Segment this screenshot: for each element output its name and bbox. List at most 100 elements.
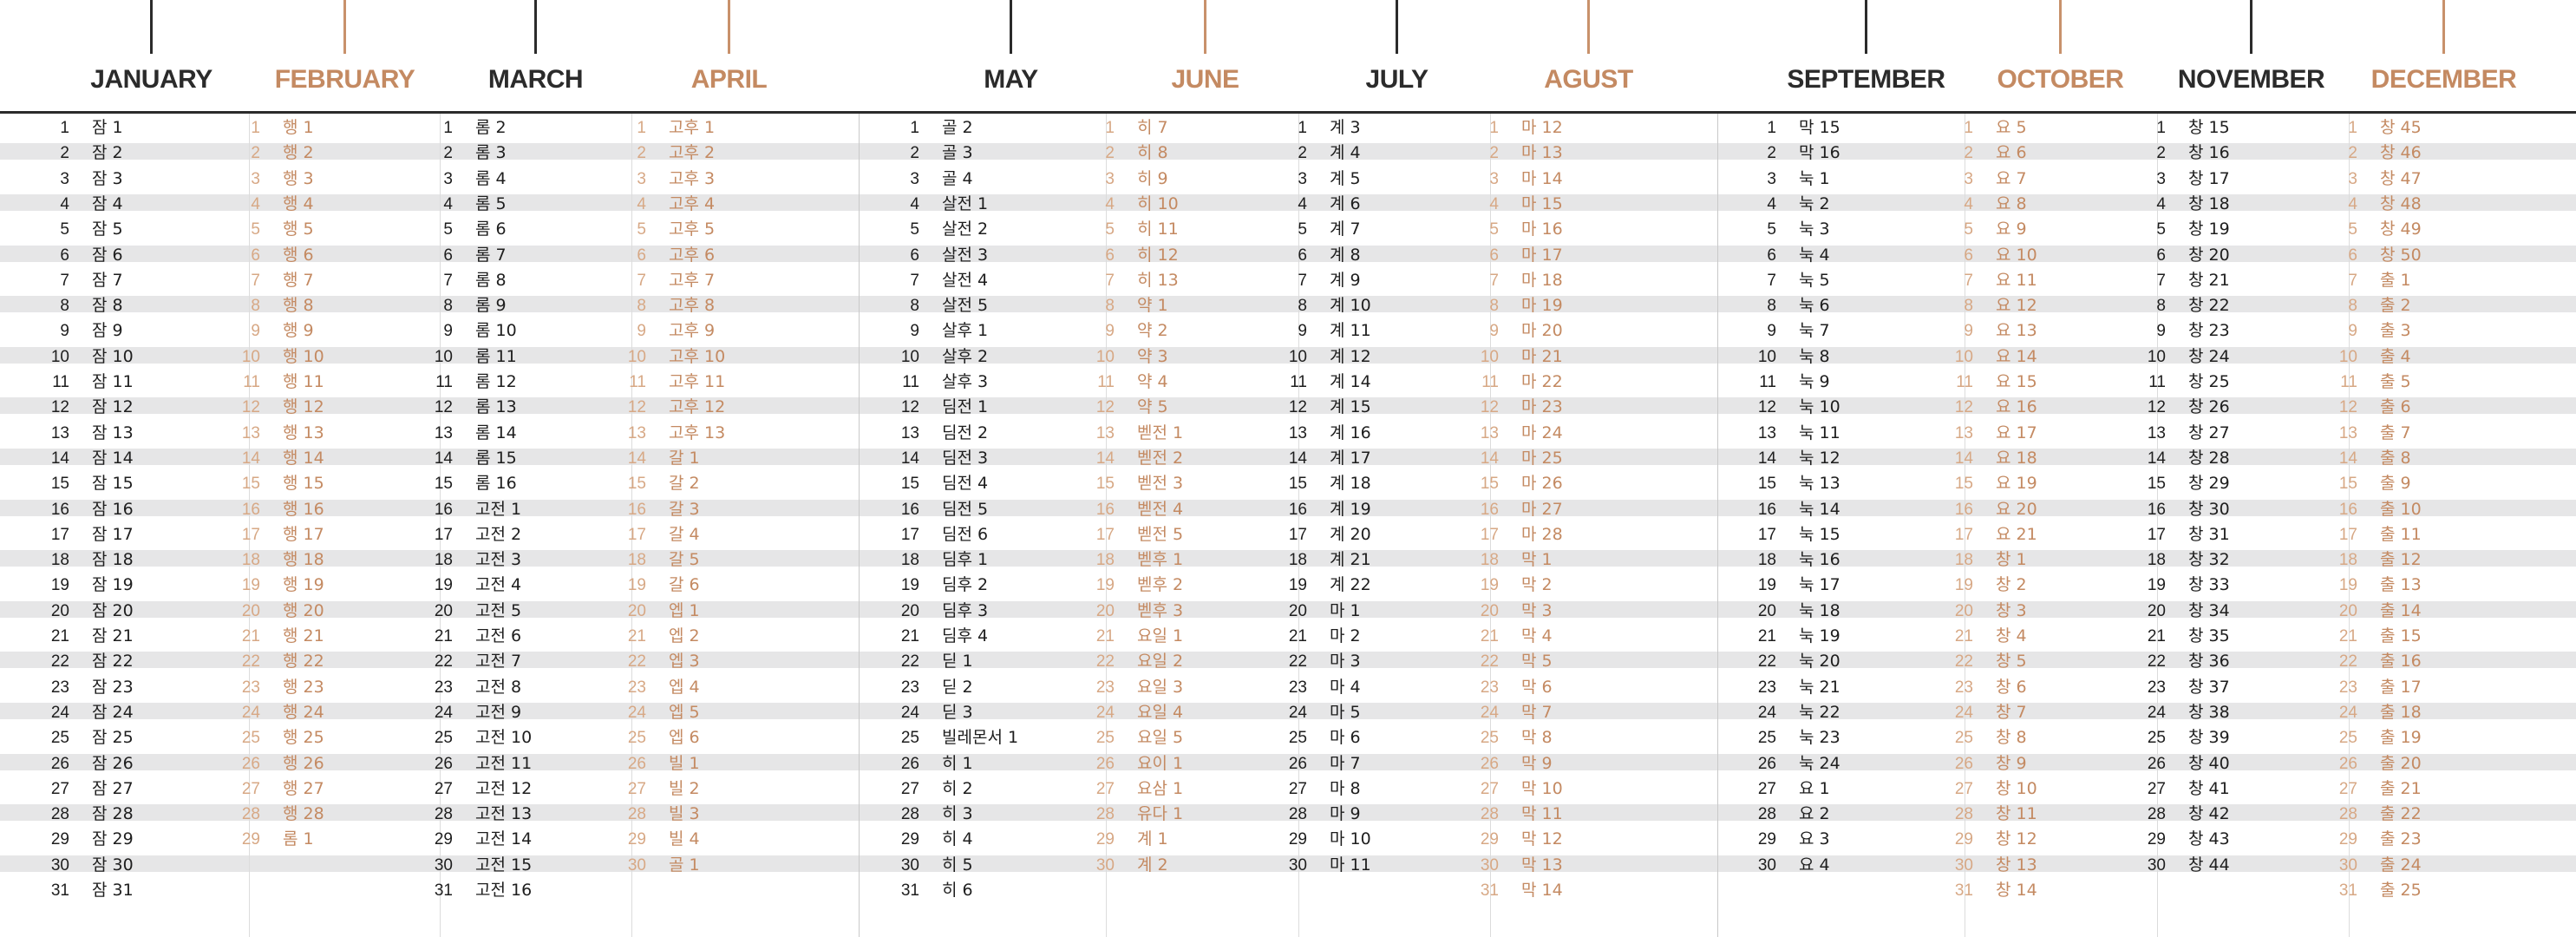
day-number: 26 xyxy=(1954,754,1973,773)
day-number: 17 xyxy=(50,525,69,544)
day-number: 2 xyxy=(2348,144,2357,163)
day-number: 16 xyxy=(1095,500,1115,519)
day-row: 12 마 23 xyxy=(1471,395,1563,420)
day-row: 8 약 1 xyxy=(1087,293,1167,318)
reading-passage: 창 18 xyxy=(2188,193,2230,213)
day-number: 2 xyxy=(1298,144,1307,163)
day-row: 14 롬 15 xyxy=(425,446,517,471)
day-number: 27 xyxy=(1288,779,1307,798)
reading-passage: 엡 5 xyxy=(669,702,700,722)
reading-passage: 창 15 xyxy=(2188,118,2230,137)
day-row: 27 마 8 xyxy=(1279,776,1361,802)
reading-passage: 고후 4 xyxy=(669,193,716,213)
reading-passage: 히 10 xyxy=(1137,193,1179,213)
day-row: 28 창 11 xyxy=(1945,802,2037,827)
day-row: 7 출 1 xyxy=(2330,268,2410,293)
day-number: 22 xyxy=(900,652,919,672)
day-number: 15 xyxy=(1480,475,1499,494)
reading-passage: 딤전 1 xyxy=(942,397,989,417)
day-number: 4 xyxy=(60,194,69,213)
reading-passage: 히 4 xyxy=(942,829,973,849)
day-row: 22 잠 22 xyxy=(42,649,134,674)
day-number: 21 xyxy=(434,627,453,645)
day-row: 18 계 21 xyxy=(1279,547,1371,573)
day-row: 8 고후 8 xyxy=(618,293,715,318)
day-number: 23 xyxy=(2147,678,2166,697)
day-number: 3 xyxy=(2348,169,2357,188)
day-number: 3 xyxy=(443,169,453,188)
day-number: 1 xyxy=(637,119,646,137)
day-number: 21 xyxy=(1288,627,1307,645)
day-number: 2 xyxy=(443,144,453,163)
day-row: 21 눅 19 xyxy=(1749,624,1840,649)
reading-passage: 행 16 xyxy=(283,499,324,519)
day-number: 29 xyxy=(2147,830,2166,849)
day-number: 19 xyxy=(2147,576,2166,595)
reading-passage: 행 9 xyxy=(283,321,314,341)
reading-passage: 창 28 xyxy=(2188,448,2230,468)
day-number: 24 xyxy=(50,703,69,722)
day-row: 15 출 9 xyxy=(2330,471,2411,496)
day-row: 16 눅 14 xyxy=(1749,497,1840,522)
header-rule xyxy=(0,111,2576,114)
day-number: 16 xyxy=(1288,500,1307,519)
day-number: 5 xyxy=(1489,220,1499,239)
reading-passage: 마 24 xyxy=(1521,423,1563,442)
day-number: 9 xyxy=(1489,322,1499,341)
reading-passage: 히 2 xyxy=(942,778,973,798)
day-row: 4 창 48 xyxy=(2330,192,2421,217)
day-number: 14 xyxy=(1757,449,1776,468)
day-row: 10 잠 10 xyxy=(42,344,134,370)
day-row: 27 히 2 xyxy=(892,776,973,802)
day-row: 26 눅 24 xyxy=(1749,751,1840,776)
month-heading: December xyxy=(2370,65,2517,94)
day-row: 21 딤후 4 xyxy=(892,624,988,649)
reading-passage: 고후 6 xyxy=(669,245,716,265)
reading-passage: 잠 3 xyxy=(92,168,123,188)
reading-passage: 고후 9 xyxy=(669,321,716,341)
day-number: 29 xyxy=(2338,830,2357,849)
reading-passage: 창 30 xyxy=(2188,499,2230,519)
reading-passage: 히 13 xyxy=(1137,270,1179,290)
day-number: 19 xyxy=(1757,576,1776,595)
reading-passage: 창 25 xyxy=(2188,372,2230,391)
day-row: 8 롬 9 xyxy=(425,293,507,318)
day-row: 14 행 14 xyxy=(232,446,324,471)
day-row: 1 창 45 xyxy=(2330,115,2421,141)
day-number: 1 xyxy=(60,119,69,137)
reading-passage: 잠 5 xyxy=(92,220,123,239)
reading-passage: 눅 10 xyxy=(1799,397,1840,417)
reading-passage: 고전 4 xyxy=(475,575,522,595)
reading-passage: 눅 12 xyxy=(1799,448,1840,468)
day-number: 3 xyxy=(2156,169,2166,188)
reading-passage: 눅 7 xyxy=(1799,321,1830,341)
day-row: 2 마 13 xyxy=(1471,141,1562,166)
reading-passage: 롬 9 xyxy=(475,296,507,316)
day-number: 22 xyxy=(1095,652,1115,672)
day-row: 25 눅 23 xyxy=(1749,725,1840,750)
day-row: 26 고전 11 xyxy=(425,751,532,776)
day-row: 7 창 21 xyxy=(2138,268,2229,293)
row-stripe xyxy=(0,600,2576,618)
day-number: 18 xyxy=(1288,551,1307,570)
reading-passage: 출 14 xyxy=(2380,600,2422,620)
reading-passage: 고전 12 xyxy=(475,778,533,798)
day-number: 12 xyxy=(2147,398,2166,417)
day-row: 30 히 5 xyxy=(892,853,973,878)
day-row: 21 엡 2 xyxy=(618,624,700,649)
day-row: 14 딤전 3 xyxy=(892,446,988,471)
month-tick-mark xyxy=(1010,0,1012,54)
day-number: 24 xyxy=(434,703,453,722)
row-stripe xyxy=(0,753,2576,770)
reading-passage: 행 27 xyxy=(283,778,324,798)
day-row: 26 히 1 xyxy=(892,751,973,776)
day-row: 5 창 19 xyxy=(2138,217,2229,242)
reading-passage: 출 10 xyxy=(2380,499,2422,519)
reading-passage: 살전 5 xyxy=(942,296,989,316)
day-number: 7 xyxy=(1298,271,1307,290)
month-tick-mark xyxy=(1396,0,1398,54)
day-row: 31 창 14 xyxy=(1945,878,2037,903)
day-number: 10 xyxy=(1480,347,1499,366)
day-number: 4 xyxy=(2156,194,2166,213)
day-number: 12 xyxy=(900,398,919,417)
